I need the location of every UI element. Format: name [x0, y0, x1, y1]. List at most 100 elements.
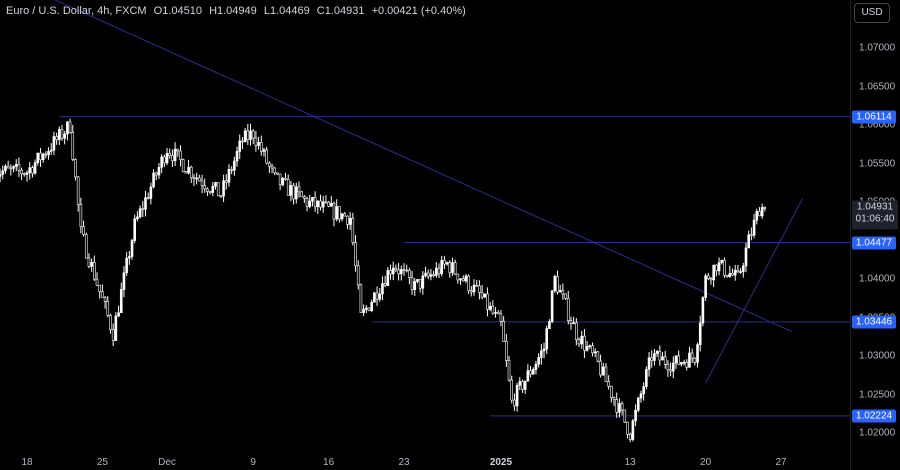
candle-body	[114, 315, 118, 341]
candle-body	[20, 169, 23, 175]
level-badge: 1.04477	[852, 236, 896, 250]
candle-body	[386, 270, 390, 286]
candles-layer	[0, 118, 767, 443]
candle-body	[464, 275, 468, 282]
candle-body	[437, 267, 441, 275]
candle-body	[324, 201, 328, 204]
candle-body	[534, 363, 538, 370]
candle-body	[723, 259, 726, 276]
candle-body	[688, 352, 691, 368]
currency-button[interactable]: USD	[854, 3, 890, 23]
candle-body	[510, 379, 514, 401]
price-tick-label: 1.05500	[859, 158, 896, 170]
candle-body	[262, 149, 266, 152]
candle-body	[607, 381, 610, 387]
candle-body	[189, 166, 193, 179]
level-badge: 1.03446	[852, 315, 896, 329]
candle-body	[211, 186, 215, 193]
candle-body	[308, 200, 312, 207]
candle-body	[359, 284, 363, 313]
candle-body	[523, 380, 527, 390]
candle-body	[117, 312, 120, 317]
candle-body	[505, 341, 508, 361]
time-tick-label: 20	[700, 457, 712, 468]
candle-body	[109, 315, 112, 330]
candle-body	[278, 173, 282, 186]
candle-body	[90, 262, 93, 267]
candle-body	[133, 218, 137, 241]
price-tick-label: 1.06000	[859, 119, 896, 131]
candle-body	[715, 264, 718, 272]
candle-body	[176, 148, 180, 152]
candle-body	[329, 203, 333, 207]
candle-body	[321, 201, 325, 208]
candle-body	[241, 140, 244, 143]
candle-body	[488, 305, 492, 310]
candle-body	[66, 121, 69, 135]
candle-body	[235, 151, 239, 162]
candle-body	[146, 197, 150, 199]
candle-body	[685, 361, 689, 368]
candle-body	[257, 142, 260, 146]
candle-body	[17, 164, 21, 171]
candle-body	[741, 265, 745, 272]
candle-body	[28, 167, 31, 174]
candle-body	[168, 153, 172, 156]
candle-body	[95, 278, 99, 286]
candle-body	[160, 156, 163, 168]
candle-body	[187, 166, 190, 174]
candle-body	[25, 172, 29, 175]
candle-body	[93, 262, 96, 280]
candle-body	[634, 409, 637, 422]
time-tick-label: 25	[96, 457, 108, 468]
candle-body	[693, 357, 697, 363]
candle-body	[9, 167, 13, 170]
candle-body	[364, 307, 368, 310]
candle-body	[362, 309, 365, 313]
candle-body	[222, 180, 225, 197]
candle-body	[531, 369, 535, 375]
candle-body	[381, 283, 384, 295]
candle-body	[98, 284, 102, 292]
candle-body	[564, 293, 567, 299]
candle-body	[74, 159, 77, 178]
candle-body	[157, 167, 161, 176]
candle-body	[491, 305, 495, 314]
candle-body	[319, 200, 322, 208]
candle-body	[397, 269, 400, 275]
candle-body	[206, 188, 209, 192]
ascending-trendline[interactable]	[705, 198, 803, 384]
candle-body	[138, 208, 142, 218]
candle-body	[626, 421, 629, 435]
candle-body	[486, 293, 489, 310]
candle-body	[338, 206, 341, 220]
candle-body	[655, 351, 659, 354]
candle-body	[119, 289, 123, 314]
candle-body	[286, 179, 290, 196]
candle-body	[154, 172, 158, 176]
candle-body	[601, 366, 605, 376]
candle-body	[760, 207, 764, 217]
candle-body	[281, 177, 285, 186]
candle-body	[585, 346, 589, 351]
candle-body	[39, 152, 42, 161]
candle-body	[550, 290, 554, 322]
candle-body	[435, 267, 438, 276]
candle-body	[566, 298, 570, 321]
candle-body	[583, 335, 586, 351]
candle-body	[631, 420, 635, 440]
candle-body	[658, 351, 662, 361]
candle-body	[87, 257, 91, 267]
candle-body	[728, 272, 732, 277]
candle-body	[33, 162, 37, 174]
candle-body	[335, 206, 338, 220]
candle-body	[472, 284, 476, 293]
candle-body	[739, 271, 742, 273]
candle-body	[214, 182, 217, 187]
time-tick-label: 23	[398, 457, 410, 468]
time-tick-label: 27	[775, 457, 787, 468]
candle-body	[243, 130, 247, 143]
descending-trendline[interactable]	[0, 0, 792, 332]
candle-body	[480, 292, 484, 298]
